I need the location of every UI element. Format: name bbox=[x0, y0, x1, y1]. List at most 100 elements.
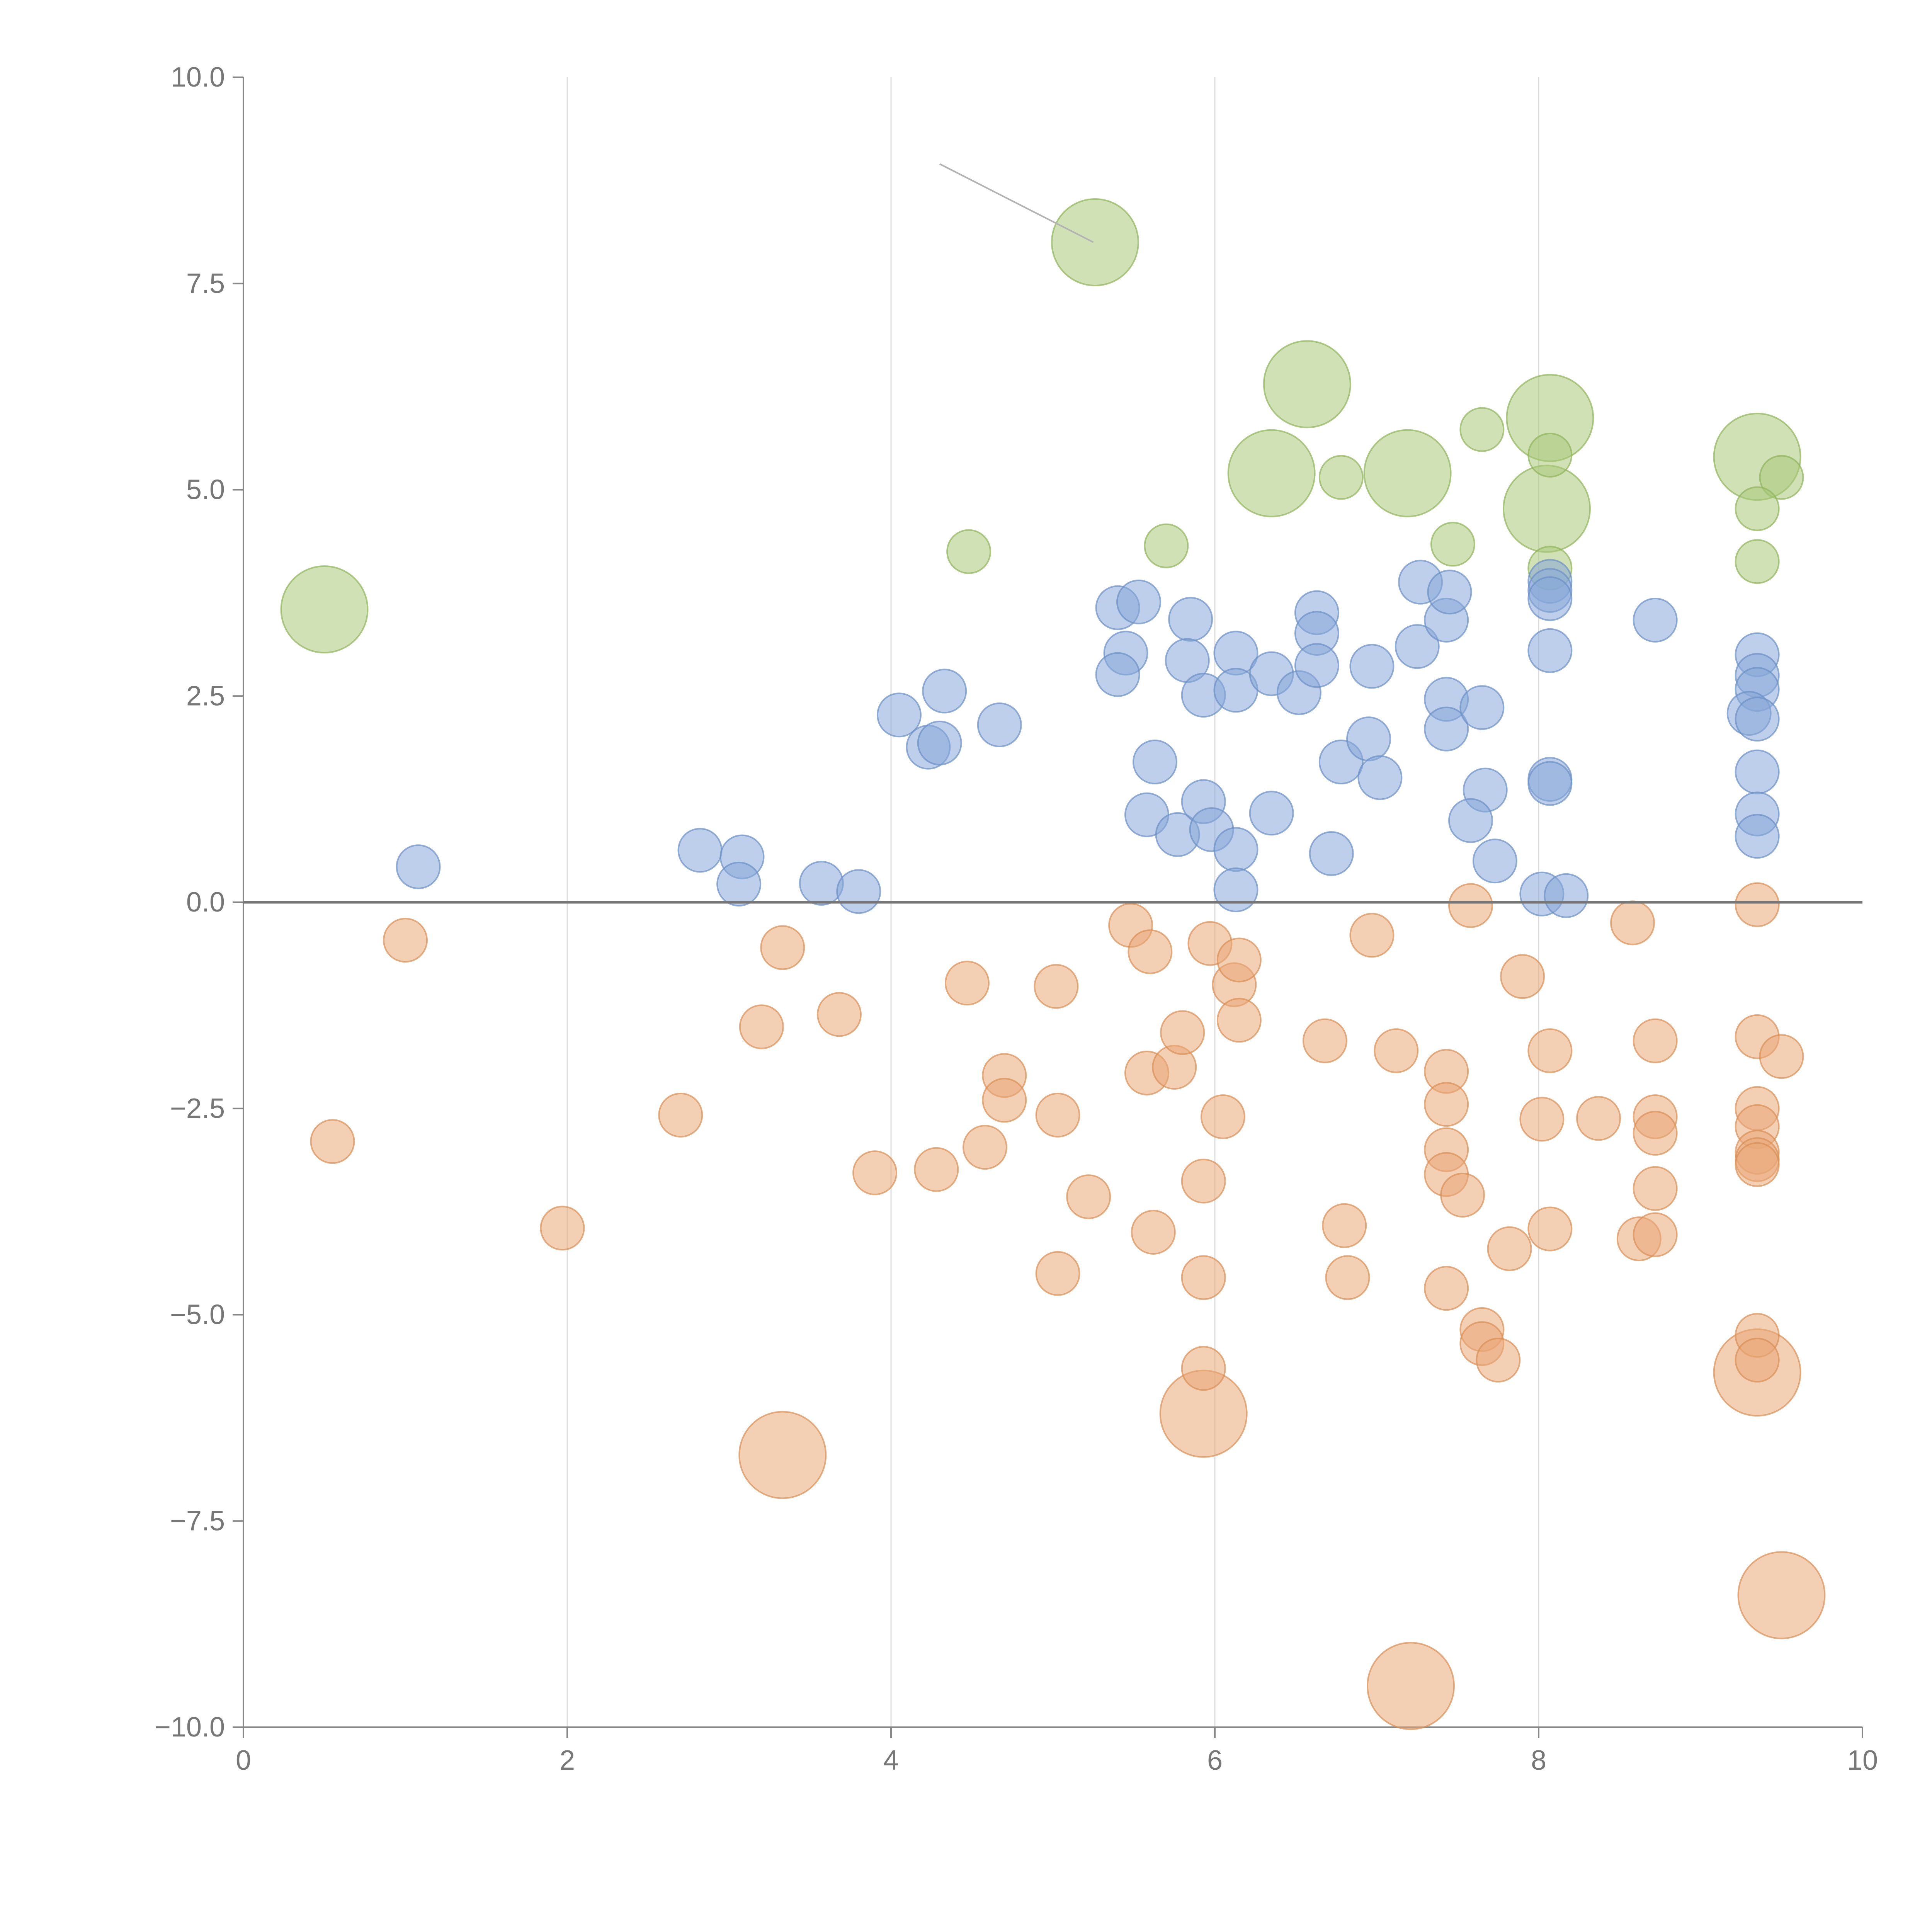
green-bubble bbox=[946, 529, 992, 574]
blue-bubble bbox=[1735, 697, 1780, 742]
orange-bubble bbox=[816, 992, 862, 1037]
green-bubble bbox=[1527, 432, 1573, 478]
orange-bubble bbox=[1216, 998, 1262, 1043]
orange-bubble bbox=[852, 1150, 898, 1196]
blue-bubble bbox=[1249, 791, 1294, 836]
green-bubble bbox=[1144, 523, 1189, 568]
orange-bubble bbox=[1366, 1642, 1455, 1730]
blue-bubble bbox=[1735, 749, 1780, 794]
orange-bubble bbox=[1576, 1096, 1621, 1141]
blue-bubble bbox=[1527, 761, 1573, 806]
orange-bubble bbox=[1181, 1158, 1226, 1204]
orange-bubble bbox=[1160, 1010, 1205, 1055]
blue-bubble bbox=[836, 869, 881, 914]
orange-bubble bbox=[1302, 1018, 1347, 1063]
blue-bubble bbox=[1213, 827, 1259, 872]
blue-bubble bbox=[977, 702, 1022, 747]
orange-bubble bbox=[1737, 1551, 1826, 1639]
bubbles bbox=[280, 198, 1826, 1730]
annotations bbox=[243, 163, 1862, 904]
green-bubble bbox=[1430, 522, 1475, 567]
y-tick-label: −7.5 bbox=[170, 1505, 225, 1536]
blue-bubble bbox=[1544, 873, 1589, 918]
x-tick-label: 4 bbox=[883, 1745, 899, 1776]
orange-bubble bbox=[1487, 1226, 1532, 1271]
orange-bubble bbox=[1034, 964, 1079, 1009]
green-bubble bbox=[1735, 539, 1780, 584]
blue-bubble bbox=[1349, 644, 1395, 689]
blue-bubble bbox=[1472, 838, 1517, 884]
orange-bubble bbox=[1374, 1028, 1419, 1073]
blue-bubble bbox=[1346, 716, 1391, 762]
orange-bubble bbox=[1500, 954, 1545, 999]
y-tick-label: 0.0 bbox=[186, 887, 225, 918]
orange-bubble bbox=[1200, 1094, 1245, 1139]
orange-bubble bbox=[1322, 1203, 1367, 1248]
orange-bubble bbox=[982, 1078, 1027, 1123]
blue-bubble bbox=[917, 720, 962, 765]
orange-bubble bbox=[1035, 1251, 1080, 1296]
orange-bubble bbox=[310, 1119, 355, 1164]
blue-bubble bbox=[799, 861, 844, 906]
blue-bubble bbox=[922, 668, 967, 714]
orange-bubble bbox=[1128, 929, 1173, 975]
blue-bubble bbox=[1116, 579, 1162, 624]
orange-bubble bbox=[1633, 1111, 1678, 1156]
orange-bubble bbox=[1181, 1255, 1226, 1300]
x-tick-label: 6 bbox=[1207, 1745, 1223, 1776]
orange-bubble bbox=[914, 1147, 959, 1192]
orange-bubble bbox=[1216, 937, 1262, 983]
orange-bubble bbox=[1519, 1097, 1565, 1142]
orange-bubble bbox=[658, 1092, 703, 1138]
blue-bubble bbox=[1633, 597, 1678, 643]
blue-bubble bbox=[1448, 798, 1493, 843]
orange-bubble bbox=[1633, 1212, 1678, 1257]
orange-bubble bbox=[1035, 1092, 1080, 1138]
blue-bubble bbox=[1527, 576, 1573, 621]
blue-bubble bbox=[1168, 597, 1213, 642]
orange-bubble bbox=[760, 925, 805, 970]
green-bubble bbox=[1227, 429, 1316, 517]
orange-bubble bbox=[1440, 1172, 1485, 1218]
orange-bubble bbox=[1476, 1337, 1521, 1383]
y-tick-label: 7.5 bbox=[186, 268, 225, 299]
orange-bubble bbox=[1633, 1018, 1678, 1063]
blue-bubble bbox=[1395, 624, 1440, 669]
orange-bubble bbox=[944, 961, 990, 1006]
orange-bubble bbox=[383, 918, 428, 963]
orange-bubble bbox=[1633, 1166, 1678, 1211]
orange-bubble bbox=[540, 1206, 585, 1251]
orange-bubble bbox=[1066, 1174, 1111, 1219]
y-tick-label: 2.5 bbox=[186, 680, 225, 711]
blue-bubble bbox=[1132, 740, 1177, 785]
blue-bubble bbox=[1213, 867, 1259, 912]
orange-bubble bbox=[1325, 1255, 1370, 1300]
blue-bubble bbox=[876, 692, 922, 738]
blue-bubble bbox=[677, 828, 723, 873]
orange-bubble bbox=[1424, 1266, 1469, 1311]
x-tick-label: 10 bbox=[1847, 1745, 1878, 1776]
leader-line bbox=[939, 163, 1094, 243]
green-bubble bbox=[1051, 198, 1139, 286]
orange-bubble bbox=[963, 1125, 1008, 1170]
x-tick-label: 8 bbox=[1531, 1745, 1546, 1776]
green-bubble bbox=[1759, 455, 1804, 500]
blue-bubble bbox=[1527, 628, 1573, 673]
green-bubble bbox=[1263, 340, 1351, 429]
blue-bubble bbox=[1357, 755, 1403, 800]
green-bubble bbox=[1735, 486, 1780, 531]
green-bubble bbox=[1502, 464, 1591, 553]
green-bubble bbox=[1363, 429, 1452, 517]
blue-bubble bbox=[1294, 643, 1339, 688]
y-tick-label: −2.5 bbox=[170, 1093, 225, 1124]
orange-bubble bbox=[1735, 882, 1780, 927]
y-tick-label: 10.0 bbox=[171, 62, 225, 93]
orange-bubble bbox=[1527, 1028, 1573, 1073]
orange-bubble bbox=[1424, 1082, 1469, 1127]
orange-bubble bbox=[1759, 1034, 1804, 1079]
orange-bubble bbox=[1735, 1142, 1780, 1187]
orange-bubble bbox=[1448, 883, 1493, 928]
y-tick-label: −10.0 bbox=[155, 1712, 225, 1743]
blue-bubble bbox=[1424, 706, 1469, 752]
